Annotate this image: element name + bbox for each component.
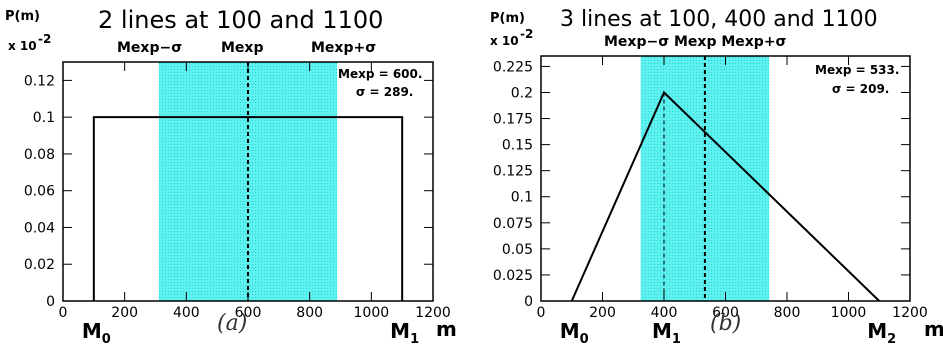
panel-a-stat-sigma: σ = 289. (356, 85, 413, 99)
y-tick-label: 0.075 (493, 216, 533, 232)
x-tick-label: 1200 (892, 305, 928, 321)
y-tick-label: 0.12 (24, 73, 55, 89)
x-tick-label: 0 (537, 305, 546, 321)
panel-b-y-axis: 0 0.025 0.05 0.075 0.1 0.125 0.15 0.175 0.2 0.225 (493, 59, 910, 310)
x-tick-label: 800 (296, 305, 323, 321)
mass-marker-subscript: 0 (102, 332, 111, 347)
panel-a-label: (a) (217, 311, 247, 336)
panel-a-yscale-exp: -2 (38, 32, 51, 46)
panel-a-xlabel: m (436, 317, 457, 341)
y-tick-label: 0.04 (24, 220, 55, 236)
mass-marker: M2 (867, 319, 896, 347)
x-tick-label: 1000 (831, 305, 867, 321)
mass-marker: M1 (652, 319, 681, 347)
panel-b-yscale: x 10 (490, 34, 519, 48)
panel-a-band-label-mean: Mexp (221, 40, 263, 56)
y-tick-label: 0.2 (511, 85, 533, 101)
x-tick-label: 600 (235, 305, 262, 321)
y-tick-label: 0.125 (493, 164, 533, 180)
x-tick-label: 200 (589, 305, 616, 321)
y-tick-label: 0.06 (24, 184, 55, 200)
panel-b-label: (b) (710, 311, 741, 336)
panel-a-y-axis: 0 0.02 0.04 0.06 0.08 0.1 0.12 (24, 73, 433, 310)
panel-b-ylabel: P(m) (490, 11, 525, 26)
x-tick-label: 800 (774, 305, 801, 321)
panel-a-x-axis: 0 200 400 600 800 1000 1200 (59, 62, 451, 321)
mass-marker-subscript: 0 (580, 332, 589, 347)
y-tick-label: 0.02 (24, 257, 55, 273)
y-tick-label: 0.225 (493, 59, 533, 75)
panel-a-yscale: x 10 (8, 39, 37, 53)
x-tick-label: 0 (59, 305, 68, 321)
mass-marker: M0 (560, 319, 589, 347)
y-tick-label: 0.05 (502, 242, 533, 258)
panel-b-band-labels: Mexp−σ Mexp Mexp+σ (604, 34, 787, 50)
x-tick-label: 200 (111, 305, 138, 321)
panel-b-yscale-exp: -2 (520, 27, 533, 41)
panel-b-x-axis: 0 200 400 600 800 1000 1200 (537, 56, 928, 321)
panel-a-band-label-high: Mexp+σ (311, 40, 376, 56)
mass-marker-subscript: 1 (672, 332, 681, 347)
x-tick-label: 600 (712, 305, 739, 321)
panel-b-series-line (570, 90, 880, 302)
x-tick-label: 1200 (415, 305, 451, 321)
y-tick-label: 0.175 (493, 112, 533, 128)
panel-a-markers: M0 M1 (82, 319, 419, 347)
panel-b-stat-sigma: σ = 209. (832, 82, 889, 96)
mass-marker-subscript: 1 (410, 332, 419, 347)
panel-b-title: 3 lines at 100, 400 and 1100 (560, 7, 878, 32)
x-tick-label: 400 (651, 305, 678, 321)
panel-b-xlabel: m (924, 317, 943, 341)
panel-b: 3 lines at 100, 400 and 1100 P(m) x 10 -… (490, 7, 943, 347)
panel-a-title: 2 lines at 100 and 1100 (98, 6, 383, 34)
y-tick-label: 0 (524, 294, 533, 310)
panel-a-stat-mean: Mexp = 600. (338, 67, 422, 81)
y-tick-label: 0.15 (502, 138, 533, 154)
panel-a: 2 lines at 100 and 1100 P(m) x 10 -2 Mex… (5, 6, 457, 347)
mass-marker: M0 (82, 319, 111, 347)
mass-marker: M1 (390, 319, 419, 347)
panel-a-series-line (92, 116, 404, 301)
y-tick-label: 0 (46, 294, 55, 310)
y-tick-label: 0.1 (511, 190, 533, 206)
panel-a-ylabel: P(m) (5, 9, 40, 24)
x-tick-label: 1000 (354, 305, 390, 321)
y-tick-label: 0.1 (33, 110, 55, 126)
panel-b-stat-mean: Mexp = 533. (815, 63, 899, 77)
x-tick-label: 400 (173, 305, 200, 321)
panel-a-band-label-low: Mexp−σ (117, 40, 182, 56)
mass-marker-subscript: 2 (887, 332, 896, 347)
y-tick-label: 0.025 (493, 268, 533, 284)
y-tick-label: 0.08 (24, 147, 55, 163)
